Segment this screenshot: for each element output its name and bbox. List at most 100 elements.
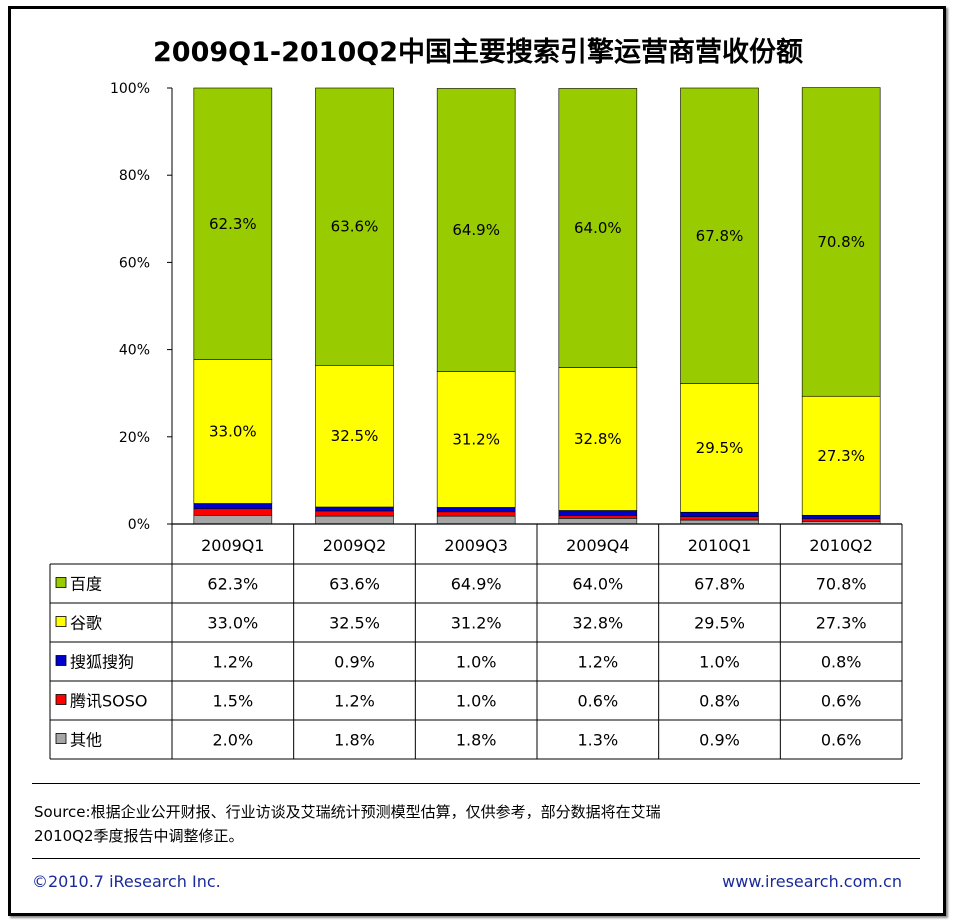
y-tick-label: 60% (119, 255, 150, 271)
x-category-label: 2010Q2 (809, 536, 873, 555)
table-cell-value: 1.8% (334, 731, 375, 750)
table-cell-value: 1.0% (699, 653, 740, 672)
y-tick-label: 20% (119, 430, 150, 446)
x-category-label: 2009Q4 (566, 536, 630, 555)
table-cell-value: 0.9% (334, 653, 375, 672)
table-cell-value: 62.3% (207, 575, 258, 594)
x-category-label: 2009Q1 (201, 536, 265, 555)
bar-segment (558, 515, 638, 519)
legend-swatch (55, 655, 67, 666)
chart-frame (8, 6, 946, 916)
bar-segment (315, 510, 394, 517)
bar-segment (315, 515, 394, 525)
bar-data-label: 70.8% (817, 233, 865, 251)
table-cell-value: 1.2% (334, 692, 375, 711)
bar-segment (193, 514, 273, 525)
legend-label: 腾讯SOSO (70, 692, 148, 711)
bar-segment (193, 87, 273, 360)
y-tick-label: 80% (119, 168, 150, 184)
bar-segment (801, 87, 881, 397)
table-cell-value: 0.6% (578, 692, 619, 711)
legend-label: 其他 (70, 731, 102, 750)
x-category-label: 2009Q3 (444, 536, 508, 555)
bar-data-label: 32.8% (574, 430, 622, 448)
bar-segment (680, 87, 759, 384)
table-cell-value: 1.0% (456, 653, 497, 672)
bar-segment (801, 518, 881, 522)
table-cell-value: 1.2% (578, 653, 619, 672)
table-cell-value: 2.0% (213, 731, 254, 750)
table-cell-value: 1.3% (578, 731, 619, 750)
bar-segment (558, 510, 638, 517)
bar-segment (436, 507, 516, 513)
x-category-label: 2009Q2 (323, 536, 387, 555)
copyright-text: ©2010.7 iResearch Inc. (32, 872, 221, 891)
legend-swatch (55, 733, 67, 744)
bar-segment (801, 514, 881, 520)
legend-label: 搜狐搜狗 (70, 653, 134, 672)
source-note: Source:根据企业公开财报、行业访谈及艾瑞统计预测模型估算，仅供参考，部分数… (34, 800, 914, 848)
bar-data-label: 64.0% (574, 219, 622, 237)
table-cell-value: 1.2% (213, 653, 254, 672)
table-cell-value: 27.3% (816, 614, 867, 633)
table-cell-value: 32.8% (572, 614, 623, 633)
table-cell-value: 1.5% (213, 692, 254, 711)
bar-data-label: 27.3% (817, 447, 865, 465)
y-tick-label: 40% (119, 343, 150, 359)
table-cell-value: 0.9% (699, 731, 740, 750)
website-link[interactable]: www.iresearch.com.cn (722, 872, 902, 891)
table-cell-value: 1.0% (456, 692, 497, 711)
bar-segment (315, 506, 394, 512)
bar-data-label: 29.5% (696, 439, 744, 457)
bar-segment (436, 88, 516, 372)
source-line-1: Source:根据企业公开财报、行业访谈及艾瑞统计预测模型估算，仅供参考，部分数… (34, 803, 661, 821)
bar-data-label: 67.8% (696, 227, 744, 245)
x-category-label: 2010Q1 (688, 536, 752, 555)
table-cell-value: 31.2% (451, 614, 502, 633)
table-cell-value: 63.6% (329, 575, 380, 594)
source-line-2: 2010Q2季度报告中调整修正。 (34, 827, 244, 845)
table-cell-value: 1.8% (456, 731, 497, 750)
y-tick-label: 100% (110, 81, 150, 97)
table-cell-value: 29.5% (694, 614, 745, 633)
bar-segment (801, 395, 881, 516)
bar-segment (680, 511, 759, 517)
y-tick-label: 0% (128, 517, 150, 533)
table-cell-value: 0.8% (821, 653, 862, 672)
table-cell-value: 70.8% (816, 575, 867, 594)
bar-segment (315, 364, 394, 508)
table-cell-value: 0.6% (821, 731, 862, 750)
bar-segment (436, 515, 516, 525)
bar-segment (558, 88, 638, 368)
bar-segment (680, 383, 759, 513)
bar-segment (558, 518, 638, 525)
table-cell-value: 64.0% (572, 575, 623, 594)
legend-label: 百度 (70, 575, 102, 594)
table-cell-value: 64.9% (451, 575, 502, 594)
table-cell-value: 0.8% (699, 692, 740, 711)
bar-segment (193, 508, 273, 516)
bar-data-label: 31.2% (452, 430, 500, 448)
bar-segment (680, 516, 759, 521)
bar-data-label: 64.9% (452, 221, 500, 239)
bar-segment (193, 503, 273, 510)
bar-segment (558, 367, 638, 511)
bar-data-label: 32.5% (331, 427, 379, 445)
bar-data-label: 33.0% (209, 423, 257, 441)
table-cell-value: 0.6% (821, 692, 862, 711)
bar-data-label: 62.3% (209, 215, 257, 233)
divider-top (32, 783, 920, 784)
legend-label: 谷歌 (70, 614, 102, 633)
legend-swatch (55, 616, 67, 627)
divider-bottom (32, 858, 920, 859)
table-cell-value: 32.5% (329, 614, 380, 633)
bar-segment (315, 87, 394, 366)
table-cell-value: 33.0% (207, 614, 258, 633)
bar-segment (436, 371, 516, 508)
bar-segment (436, 511, 516, 517)
bar-data-label: 63.6% (331, 218, 379, 236)
legend-swatch (55, 694, 67, 705)
table-cell-value: 67.8% (694, 575, 745, 594)
bar-segment (193, 359, 273, 504)
